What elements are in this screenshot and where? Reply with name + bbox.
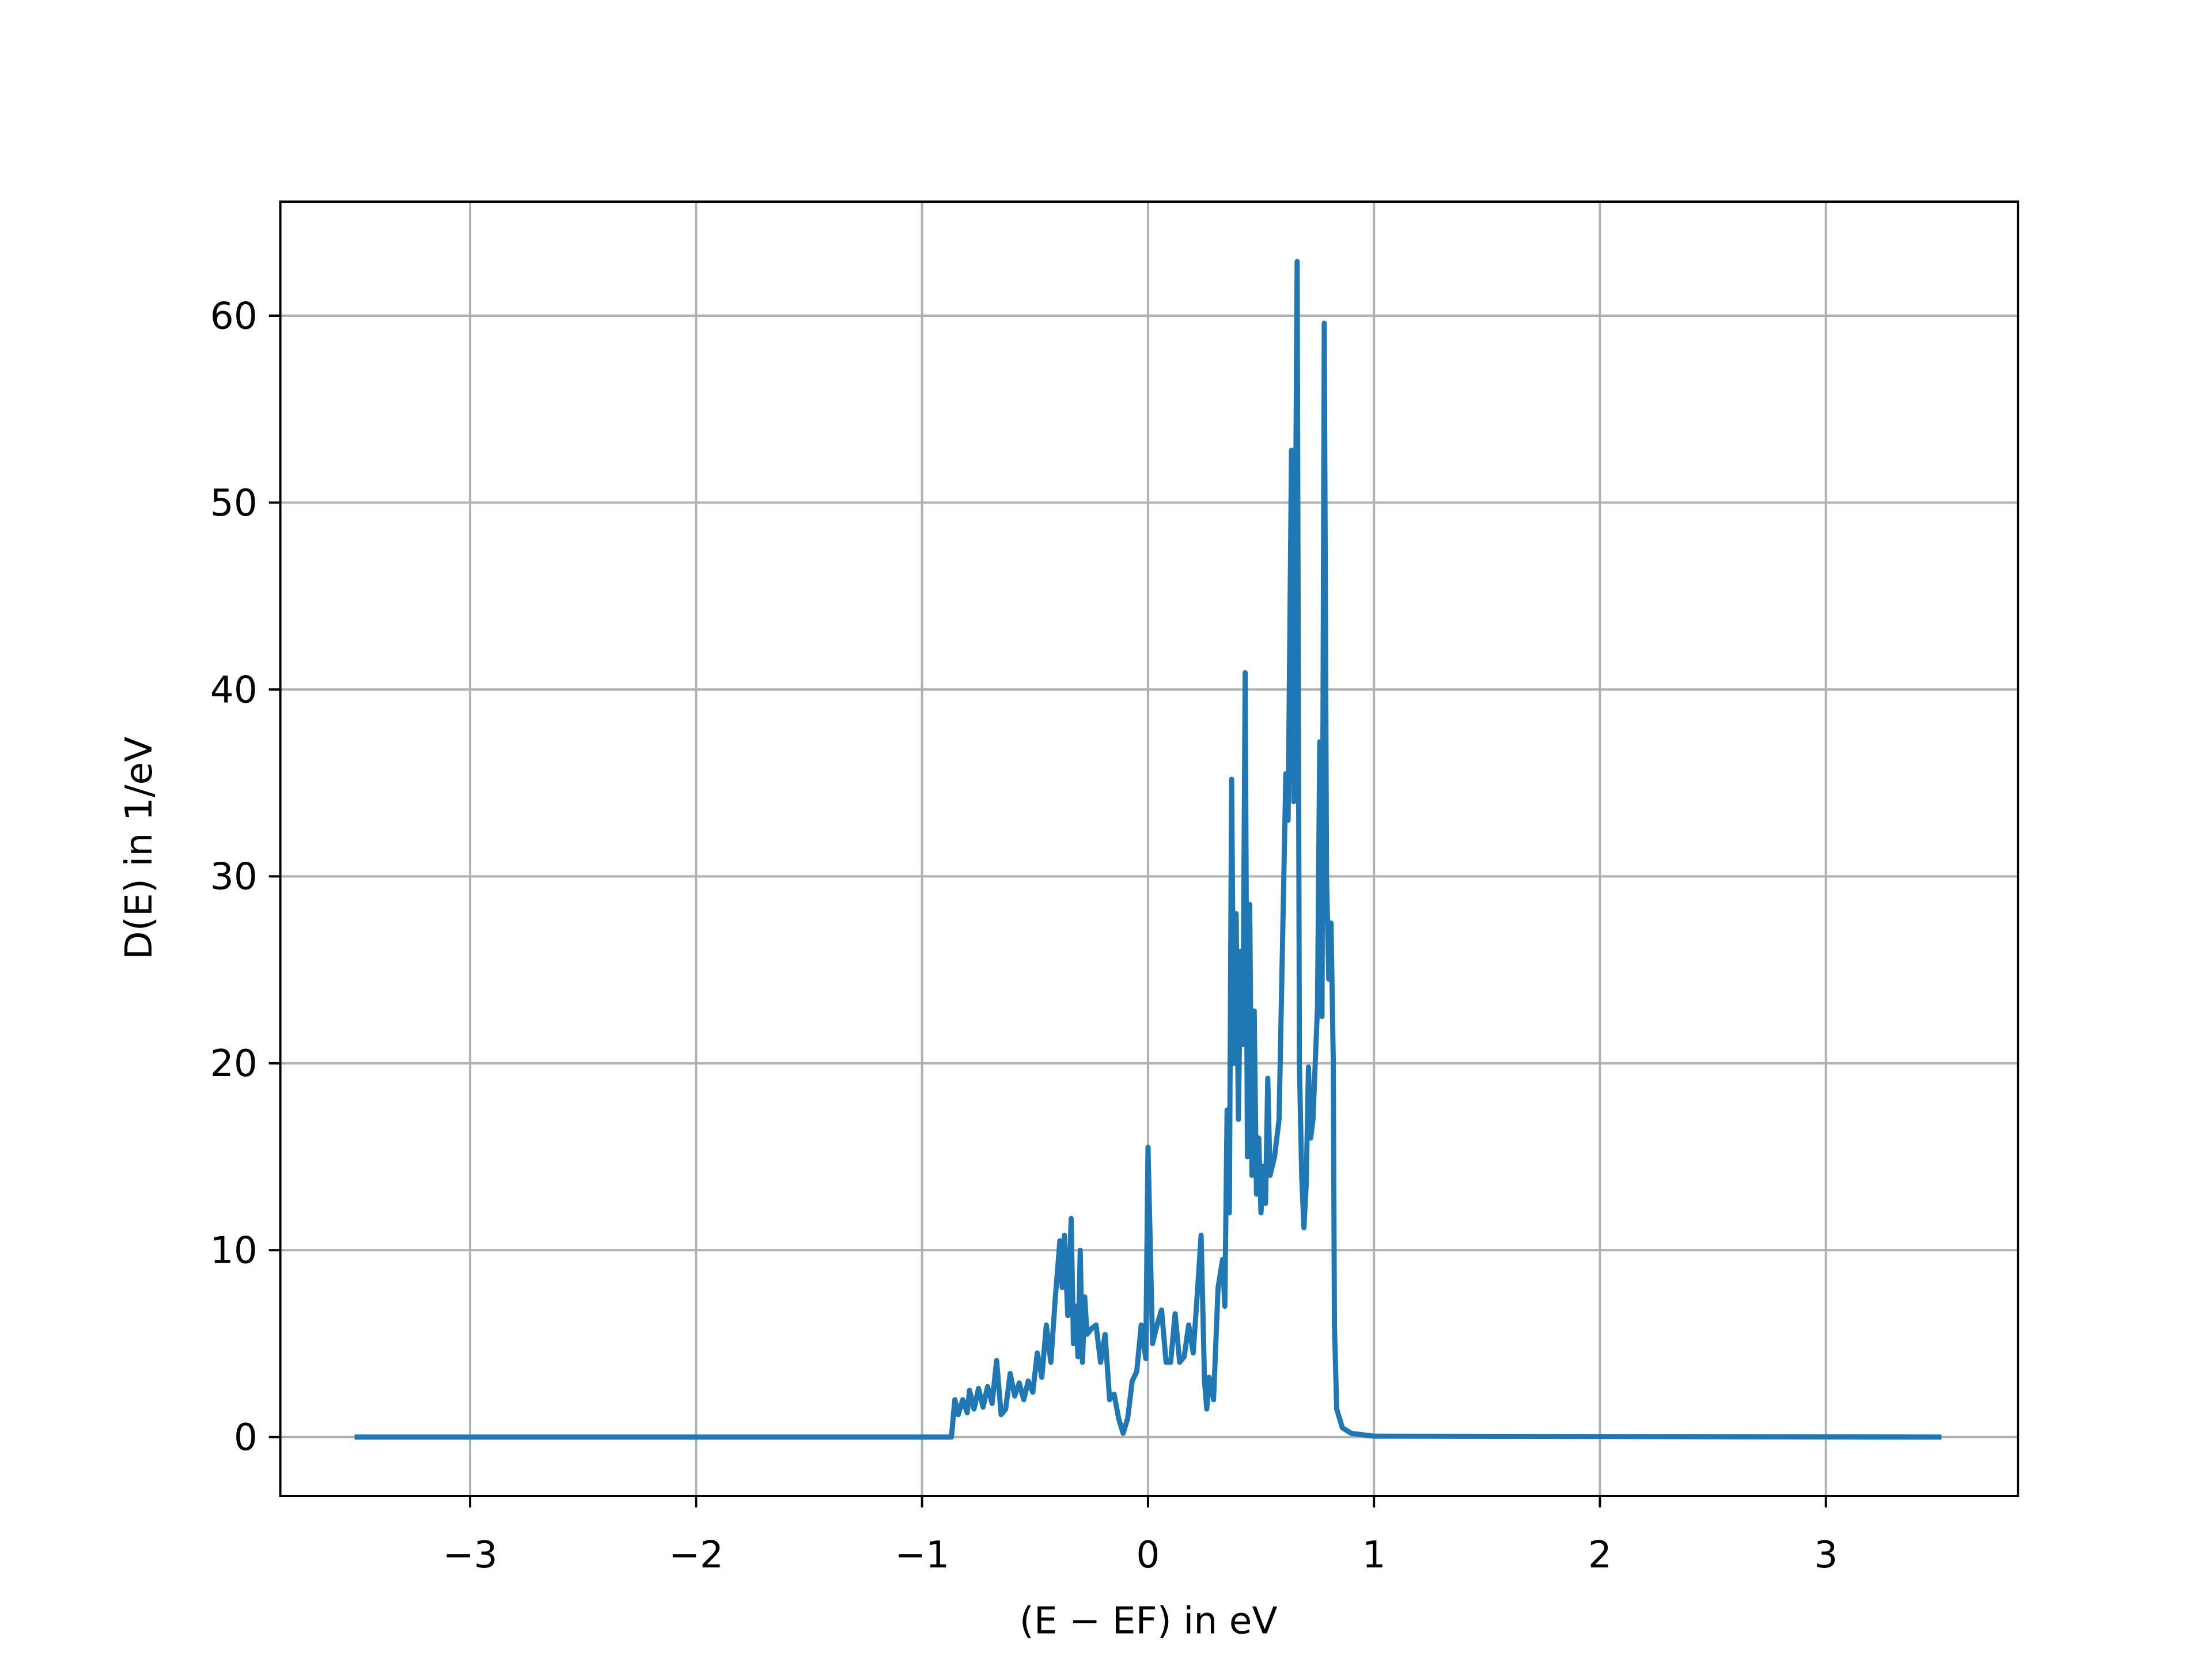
y-tick-label: 40 xyxy=(210,668,257,711)
y-tick-label: 30 xyxy=(210,855,257,899)
y-tick-label: 0 xyxy=(234,1416,257,1459)
x-tick-label: 3 xyxy=(1814,1533,1838,1577)
x-tick-label: 2 xyxy=(1588,1533,1612,1577)
x-tick-label: 1 xyxy=(1362,1533,1386,1577)
plot-frame xyxy=(279,200,2020,1497)
y-axis-label: D(E) in 1/eV xyxy=(118,737,161,960)
data-line xyxy=(354,259,1942,1440)
y-tick-label: 20 xyxy=(210,1042,257,1085)
x-tick-label: 0 xyxy=(1136,1533,1160,1577)
x-tick-label: −2 xyxy=(669,1533,724,1577)
y-tick-label: 60 xyxy=(210,294,257,338)
x-tick-label: −3 xyxy=(443,1533,498,1577)
y-tick-label: 10 xyxy=(210,1229,257,1272)
x-tick-label: −1 xyxy=(895,1533,949,1577)
x-axis-label: (E − EF) in eV xyxy=(1020,1599,1278,1642)
y-tick-label: 50 xyxy=(210,482,257,525)
